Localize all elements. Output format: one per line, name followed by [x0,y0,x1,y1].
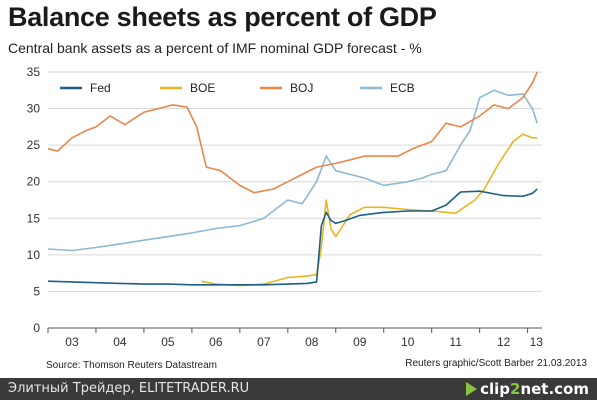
series-line-ecb [47,89,538,252]
series-line-boe [201,133,538,287]
y-tick-label: 10 [27,248,41,262]
x-tick-label: 04 [113,335,127,349]
x-tick-label: 10 [401,335,415,349]
x-tick-label: 05 [161,335,175,349]
legend-label-ecb: ECB [390,81,415,95]
x-tick-label: 08 [305,335,319,349]
legend-label-fed: Fed [90,81,111,95]
chart-frame: Balance sheets as percent of GDP Central… [8,2,587,371]
x-tick-label: 07 [257,335,271,349]
x-tick-label: 11 [449,335,462,349]
x-tick-label: 06 [209,335,223,349]
x-tick-label: 13 [530,335,544,349]
legend-label-boe: BOE [190,81,215,95]
watermark-footer: Элитный Трейдер, ELITETRADER.RU clip2net… [0,378,597,400]
y-tick-label: 15 [27,211,41,225]
x-tick-label: 09 [353,335,367,349]
x-tick-label: 03 [65,335,79,349]
y-tick-label: 0 [33,321,40,335]
y-tick-label: 25 [27,138,41,152]
legend-label-boj: BOJ [290,81,313,95]
series-line-fed [47,188,538,286]
y-tick-label: 5 [33,284,40,298]
clip2net-logo[interactable]: clip2net.com [466,380,589,398]
chart-credit: Reuters graphic/Scott Barber 21.03.2013 [405,358,587,369]
chart-title: Balance sheets as percent of GDP [8,2,437,32]
y-tick-label: 35 [27,65,41,79]
x-tick-label: 12 [497,335,511,349]
y-tick-label: 20 [27,175,41,189]
logo-text: clip2net.com [480,380,589,398]
arrow-icon [466,382,478,396]
series-line-boj [47,71,538,194]
footer-text: Элитный Трейдер, ELITETRADER.RU [8,381,250,396]
y-tick-label: 30 [27,102,41,116]
chart-source: Source: Thomson Reuters Datastream [46,360,218,371]
chart-subtitle: Central bank assets as a percent of IMF … [8,40,422,56]
